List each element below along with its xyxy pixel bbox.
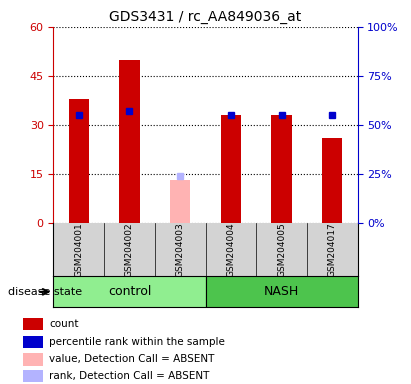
Bar	[271, 115, 292, 223]
Bar	[23, 370, 43, 382]
Text: percentile rank within the sample: percentile rank within the sample	[49, 337, 225, 347]
Text: value, Detection Call = ABSENT: value, Detection Call = ABSENT	[49, 354, 215, 364]
Text: GSM204002: GSM204002	[125, 222, 134, 277]
Text: NASH: NASH	[264, 285, 299, 298]
Text: GSM204005: GSM204005	[277, 222, 286, 277]
Text: GSM204004: GSM204004	[226, 222, 236, 277]
Title: GDS3431 / rc_AA849036_at: GDS3431 / rc_AA849036_at	[109, 10, 302, 25]
Text: control: control	[108, 285, 151, 298]
Text: GSM204003: GSM204003	[175, 222, 185, 277]
Bar	[69, 99, 89, 223]
Text: GSM204001: GSM204001	[74, 222, 83, 277]
Bar	[170, 180, 190, 223]
Text: disease state: disease state	[8, 287, 82, 297]
Bar	[23, 336, 43, 348]
Text: GSM204017: GSM204017	[328, 222, 337, 277]
Bar	[23, 353, 43, 366]
Text: rank, Detection Call = ABSENT: rank, Detection Call = ABSENT	[49, 371, 210, 381]
Bar	[119, 60, 140, 223]
Text: count: count	[49, 319, 79, 329]
Bar	[322, 138, 342, 223]
Bar	[23, 318, 43, 330]
Bar	[221, 115, 241, 223]
